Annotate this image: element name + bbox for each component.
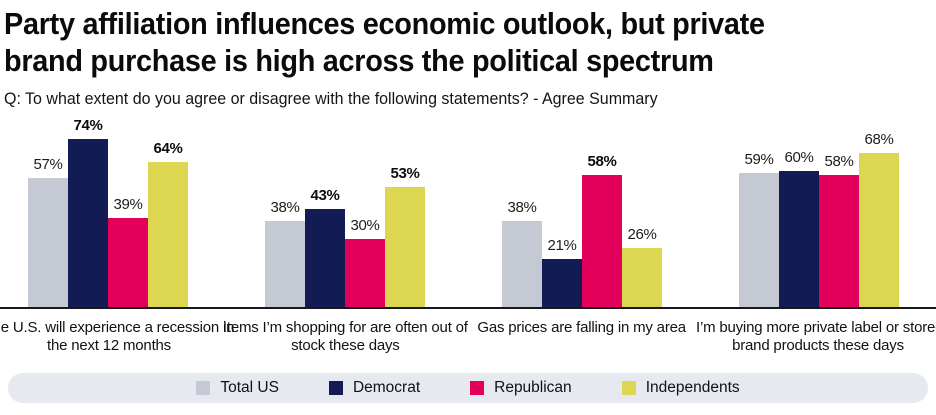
bar-wrap: 59% xyxy=(739,151,779,307)
bar-wrap: 68% xyxy=(859,131,899,307)
page-title-line1: Party affiliation influences economic ou… xyxy=(4,6,765,41)
legend-item: Total US xyxy=(196,379,279,397)
legend-label: Democrat xyxy=(352,379,421,396)
bar xyxy=(859,153,899,307)
bar xyxy=(108,218,148,307)
page-title: Party affiliation influences economic ou… xyxy=(4,5,936,79)
legend-swatch xyxy=(328,381,343,395)
category-label: The U.S. will experience a recession in … xyxy=(0,319,235,354)
bar-wrap: 39% xyxy=(108,196,148,307)
legend-swatch xyxy=(196,381,211,395)
bar-value-label: 57% xyxy=(33,156,63,173)
legend-item: Independents xyxy=(621,379,740,397)
legend-label: Independents xyxy=(645,379,740,396)
chart-question: Q: To what extent do you agree or disagr… xyxy=(4,90,658,108)
legend: Total US Democrat Republican Independents xyxy=(8,373,928,403)
bar xyxy=(265,221,305,307)
bar-value-label: 68% xyxy=(864,131,894,148)
bar-wrap: 21% xyxy=(542,237,582,307)
bar xyxy=(622,248,662,307)
legend-item: Democrat xyxy=(328,379,421,397)
bar-wrap: 38% xyxy=(502,199,542,307)
bar-wrap: 53% xyxy=(385,165,425,307)
bar xyxy=(385,187,425,307)
bar-value-label: 60% xyxy=(784,149,814,166)
category: Items I’m shopping for are often out of … xyxy=(223,319,468,369)
bar xyxy=(582,175,622,307)
bar-value-label: 21% xyxy=(547,237,577,254)
bar-wrap: 30% xyxy=(345,217,385,307)
bar-wrap: 60% xyxy=(779,149,819,307)
bar-value-label: 53% xyxy=(390,165,420,182)
x-axis-line xyxy=(0,307,936,309)
bar-group: 38% 43% 30% 53% xyxy=(265,165,425,307)
bar-wrap: 58% xyxy=(582,153,622,307)
bar xyxy=(28,178,68,307)
legend-label: Republican xyxy=(494,379,572,396)
bar-value-label: 26% xyxy=(627,226,657,243)
bar xyxy=(542,259,582,307)
bar-value-label: 30% xyxy=(350,217,380,234)
bar xyxy=(739,173,779,307)
bar-wrap: 74% xyxy=(68,117,108,307)
legend-label: Total US xyxy=(220,379,279,396)
bar xyxy=(502,221,542,307)
category: Gas prices are falling in my area xyxy=(477,319,686,369)
legend-item: Republican xyxy=(470,379,572,397)
bar-wrap: 43% xyxy=(305,187,345,307)
legend-items: Total US Democrat Republican Independents xyxy=(196,379,740,397)
bar-wrap: 64% xyxy=(148,140,188,307)
bar-value-label: 59% xyxy=(744,151,774,168)
bar-value-label: 43% xyxy=(310,187,340,204)
category: I’m buying more private label or store-b… xyxy=(696,319,936,369)
bar-value-label: 58% xyxy=(587,153,617,170)
category-label: I’m buying more private label or store-b… xyxy=(695,319,936,354)
bar-value-label: 74% xyxy=(73,117,103,134)
bar-group: 57% 74% 39% 64% xyxy=(28,117,188,307)
bar-wrap: 57% xyxy=(28,156,68,307)
bar-value-label: 58% xyxy=(824,153,854,170)
bar-value-label: 64% xyxy=(153,140,183,157)
bar-chart: 57% 74% 39% 64% 38% 43% 30% 53% 38% 21% 58% 26% 59% 6… xyxy=(0,115,936,307)
bar xyxy=(345,239,385,307)
bar-wrap: 26% xyxy=(622,226,662,307)
bar xyxy=(68,139,108,307)
category-label: Items I’m shopping for are often out of … xyxy=(222,319,468,354)
page-title-line2: brand purchase is high across the politi… xyxy=(4,43,714,78)
bar xyxy=(305,209,345,307)
bar xyxy=(779,171,819,307)
bar-wrap: 58% xyxy=(819,153,859,307)
category: The U.S. will experience a recession in … xyxy=(0,319,235,369)
bar-value-label: 39% xyxy=(113,196,143,213)
bar-wrap: 38% xyxy=(265,199,305,307)
bar xyxy=(819,175,859,307)
category-label: Gas prices are falling in my area xyxy=(477,319,686,336)
bar-group: 59% 60% 58% 68% xyxy=(739,131,899,307)
bar-value-label: 38% xyxy=(507,199,537,216)
bar xyxy=(148,162,188,307)
bar-group: 38% 21% 58% 26% xyxy=(502,153,662,307)
category-labels: The U.S. will experience a recession in … xyxy=(0,319,936,369)
legend-swatch xyxy=(621,381,636,395)
legend-swatch xyxy=(470,381,485,395)
bar-value-label: 38% xyxy=(270,199,300,216)
chart-page: Party affiliation influences economic ou… xyxy=(0,5,936,415)
